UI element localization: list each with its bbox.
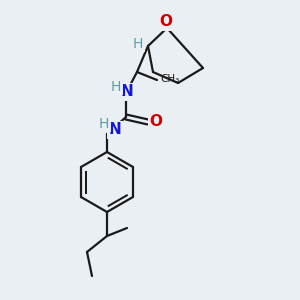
- Text: H: H: [133, 37, 143, 51]
- Text: H: H: [99, 117, 109, 131]
- Text: CH₃: CH₃: [160, 74, 179, 84]
- Text: N: N: [109, 122, 122, 137]
- Text: O: O: [160, 14, 172, 29]
- Text: H: H: [111, 80, 121, 94]
- Text: O: O: [149, 113, 163, 128]
- Text: N: N: [121, 85, 134, 100]
